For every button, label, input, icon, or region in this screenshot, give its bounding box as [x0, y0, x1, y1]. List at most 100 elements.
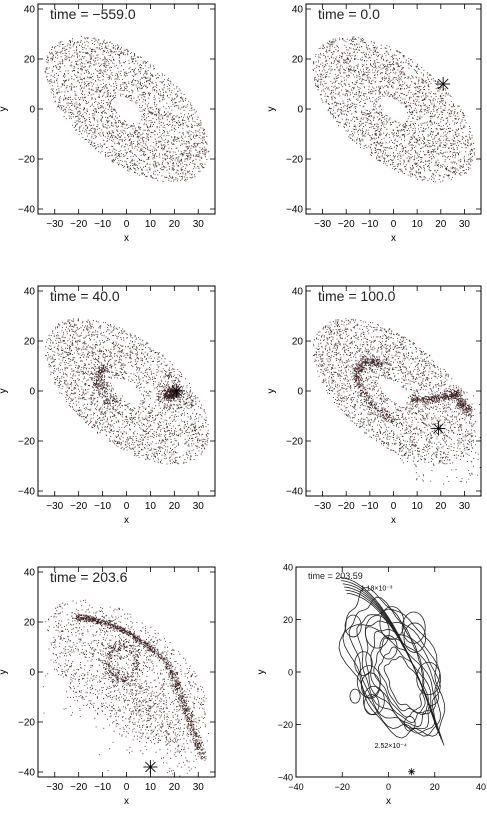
x-tick-label: 10 [412, 219, 424, 230]
y-tick-label: −20 [286, 155, 303, 166]
x-tick-label: 0 [124, 782, 130, 793]
x-tick-label: 10 [145, 782, 157, 793]
plot-area [42, 599, 209, 777]
y-tick-label: 0 [297, 105, 303, 116]
y-tick-label: 20 [292, 337, 304, 348]
x-axis-label: x [391, 515, 396, 526]
y-tick-label: −20 [286, 437, 303, 448]
y-axis-label: y [0, 107, 9, 112]
x-tick-label: 0 [391, 501, 397, 512]
particle-points [42, 599, 209, 777]
x-axis-label: x [124, 233, 129, 244]
y-tick-label: 20 [24, 55, 36, 66]
perturber-marker [169, 384, 184, 398]
y-axis-label: y [0, 670, 9, 675]
x-tick-label: 40 [476, 782, 486, 792]
contour-lines [338, 577, 446, 746]
x-tick-label: 20 [435, 219, 447, 230]
x-tick-label: −30 [46, 501, 63, 512]
y-tick-label: 40 [24, 287, 36, 298]
x-tick-label: 20 [430, 782, 440, 792]
x-tick-label: 30 [193, 782, 205, 793]
plot-frame [37, 285, 216, 497]
y-tick-label: 0 [29, 387, 35, 398]
x-tick-label: −30 [314, 219, 331, 230]
y-axis-label: y [266, 389, 277, 394]
perturber-marker [143, 760, 158, 774]
x-tick-label: 30 [459, 501, 471, 512]
y-tick-label: 40 [292, 287, 304, 298]
x-axis-label: x [386, 796, 391, 807]
perturber-marker [431, 421, 446, 436]
contour-label: 1.18×10⁻³ [361, 586, 393, 593]
perturber-marker [436, 77, 451, 91]
plot-area [312, 36, 476, 183]
x-tick-label: 30 [193, 219, 205, 230]
particle-points [313, 318, 481, 485]
y-axis-label: y [0, 389, 9, 394]
panel-6: 1.18×10⁻³ 2.52×10⁻⁴ −40 −20 0 20 40 −40 −20 0 20 40… [256, 563, 486, 808]
y-tick-label: 0 [297, 387, 303, 398]
y-tick-label: 0 [29, 668, 35, 679]
x-tick-label: 10 [145, 219, 157, 230]
x-tick-label: −20 [70, 782, 87, 793]
x-tick-label: 20 [435, 501, 447, 512]
x-tick-label: −30 [46, 219, 63, 230]
x-tick-label: −30 [46, 782, 63, 793]
panel-title: time = 40.0 [50, 288, 120, 304]
x-tick-label: 0 [391, 219, 397, 230]
x-tick-label: −20 [338, 219, 355, 230]
panel-1: −30 −20 −10 0 10 20 30 −40 −20 0 20 40 x y time = −559… [0, 3, 216, 244]
x-axis-label: x [124, 515, 129, 526]
y-tick-label: −40 [18, 487, 35, 498]
x-tick-label: 0 [386, 782, 391, 792]
panel-title: time = 0.0 [318, 6, 380, 22]
x-tick-label: −10 [361, 501, 378, 512]
y-tick-label: −40 [286, 487, 303, 498]
y-tick-label: −40 [286, 205, 303, 216]
x-tick-label: 10 [145, 501, 157, 512]
y-tick-label: 40 [24, 568, 36, 579]
panel-4: −30 −20 −10 0 10 20 30 −40 −20 0 20 40 x y time = 100.… [266, 285, 482, 526]
plot-area: 1.18×10⁻³ 2.52×10⁻⁴ [338, 577, 446, 776]
y-tick-label: 40 [24, 5, 36, 16]
panel-title: time = −559.0 [50, 6, 136, 22]
y-tick-label: −40 [18, 768, 35, 779]
x-tick-label: −10 [94, 782, 111, 793]
x-tick-label: −20 [70, 501, 87, 512]
x-tick-label: −20 [338, 501, 355, 512]
particle-points [312, 36, 476, 183]
x-tick-label: 0 [124, 501, 130, 512]
x-tick-label: 30 [193, 501, 205, 512]
y-tick-label: −40 [18, 205, 35, 216]
x-axis-label: x [124, 796, 129, 807]
x-tick-label: −30 [314, 501, 331, 512]
plot-area [313, 318, 481, 485]
contour-label: 2.52×10⁻⁴ [375, 743, 407, 750]
x-tick-label: −40 [288, 782, 303, 792]
plot-area [44, 36, 210, 182]
x-tick-label: 10 [412, 501, 424, 512]
x-tick-label: 30 [459, 219, 471, 230]
y-tick-label: 0 [29, 105, 35, 116]
x-tick-label: −20 [70, 219, 87, 230]
y-tick-label: 40 [292, 5, 304, 16]
panel-title: time = 203.6 [50, 569, 128, 585]
particle-points [45, 318, 210, 465]
y-axis-label: y [256, 670, 267, 675]
y-tick-label: 20 [24, 337, 36, 348]
y-tick-label: 0 [288, 668, 293, 678]
y-tick-label: 20 [292, 55, 304, 66]
y-tick-label: 20 [283, 615, 293, 625]
x-tick-label: 20 [169, 219, 181, 230]
x-tick-label: −20 [335, 782, 350, 792]
x-tick-label: −10 [361, 219, 378, 230]
x-tick-label: −10 [94, 501, 111, 512]
x-tick-label: −10 [94, 219, 111, 230]
y-tick-label: −20 [18, 437, 35, 448]
y-tick-label: −40 [278, 773, 293, 783]
y-tick-label: 40 [283, 563, 293, 573]
plot-area [45, 318, 210, 465]
panel-5: −30 −20 −10 0 10 20 30 −40 −20 0 20 40 x y time = 203.… [0, 566, 216, 807]
